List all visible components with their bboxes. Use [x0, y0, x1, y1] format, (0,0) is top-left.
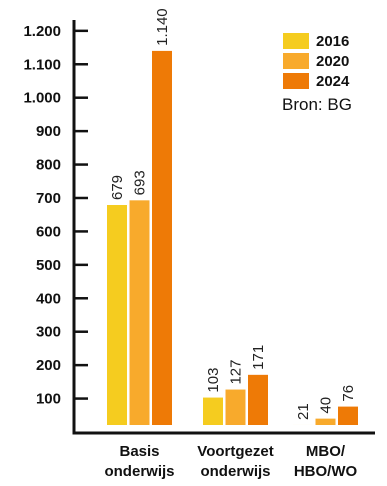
chart-legend: 2016 2020 2024 — [283, 33, 350, 90]
bar-value-label: 76 — [340, 385, 357, 402]
chart-axes: 100 200 300 400 500 600 700 800 900 1.000 1.100 1.2… — [23, 20, 375, 480]
category-label: Basis onderwijs — [104, 443, 174, 480]
category-label: Voortgezet onderwijs — [197, 443, 273, 480]
legend-swatch — [283, 73, 309, 89]
bar-value-label: 103 — [205, 368, 222, 393]
bar — [107, 205, 127, 425]
bar-value-label: 679 — [109, 175, 126, 200]
bar-value-label: 1.140 — [154, 8, 171, 46]
bar — [152, 50, 172, 425]
bar — [338, 406, 358, 425]
y-tick-label: 300 — [36, 324, 61, 341]
y-tick-label: 600 — [36, 223, 61, 240]
chart-bars: 679 693 1.140 103 127 171 21 40 76 — [107, 8, 358, 425]
y-tick-label: 1.200 — [23, 23, 61, 40]
y-tick-label: 400 — [36, 290, 61, 307]
legend-label: 2024 — [316, 73, 350, 90]
bar — [315, 418, 336, 425]
bar — [203, 397, 223, 425]
y-tick-label: 1.100 — [23, 56, 61, 73]
y-tick-label: 500 — [36, 257, 61, 274]
bar-value-label: 693 — [132, 170, 149, 195]
legend-label: 2020 — [316, 53, 349, 70]
y-tick-label: 900 — [36, 123, 61, 140]
bar-value-label: 40 — [318, 397, 335, 414]
y-tick-label: 700 — [36, 190, 61, 207]
category-label: MBO/HBO/WO — [294, 443, 358, 480]
y-tick-label: 100 — [36, 391, 61, 408]
y-tick-label: 800 — [36, 157, 61, 174]
source-label: Bron: BG — [282, 95, 352, 114]
legend-label: 2016 — [316, 33, 349, 50]
legend-swatch — [283, 33, 309, 49]
bar — [129, 200, 150, 425]
legend-swatch — [283, 53, 309, 69]
bar-value-label: 21 — [295, 403, 312, 420]
bar-value-label: 127 — [228, 360, 245, 385]
bar — [248, 374, 268, 425]
bar — [225, 389, 246, 425]
y-tick-label: 1.000 — [23, 90, 61, 107]
y-tick-label: 200 — [36, 357, 61, 374]
bar-value-label: 171 — [250, 345, 267, 370]
